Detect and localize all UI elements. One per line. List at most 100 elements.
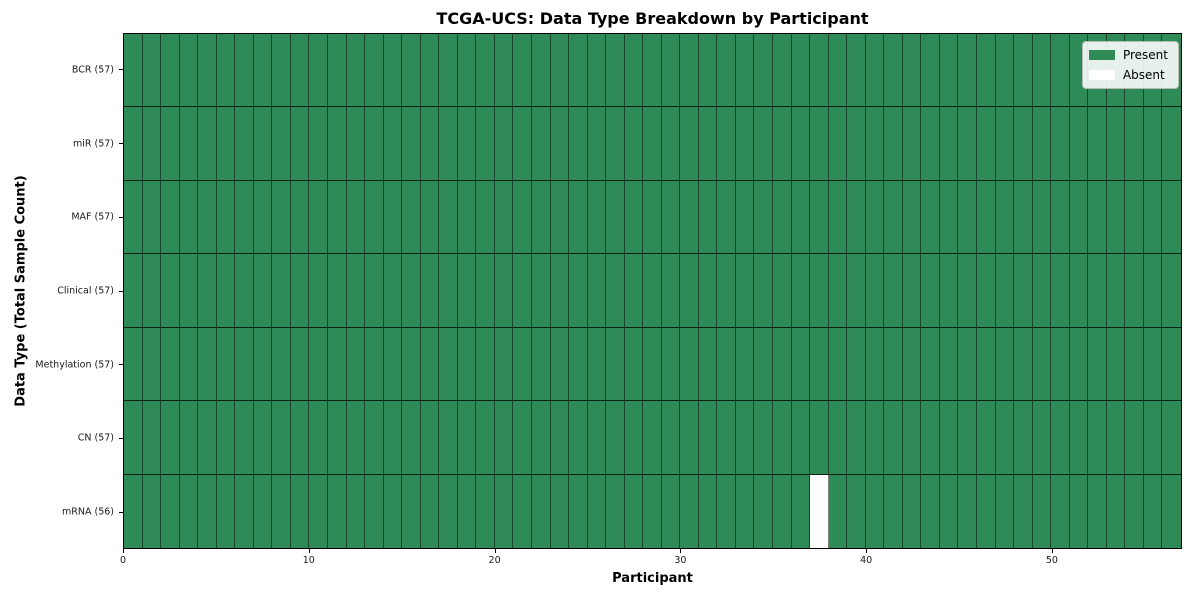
heatmap-cell	[1032, 180, 1052, 255]
heatmap-cell	[698, 401, 718, 475]
heatmap-cell	[253, 180, 273, 255]
heatmap-cell	[1088, 401, 1107, 475]
heatmap-cell	[327, 107, 347, 181]
heatmap-cell	[865, 327, 885, 402]
heatmap-cell	[754, 254, 774, 328]
heatmap-cell	[272, 254, 291, 328]
heatmap-cell	[439, 107, 458, 181]
heatmap-cell	[161, 180, 180, 255]
heatmap-cell	[550, 401, 570, 475]
heatmap-cell	[513, 327, 532, 402]
heatmap-cell	[624, 401, 644, 475]
heatmap-cell	[309, 107, 328, 181]
heatmap-cell	[1125, 107, 1144, 181]
heatmap-cell	[754, 327, 774, 402]
y-tick-mark	[119, 143, 123, 145]
heatmap-cell	[847, 107, 866, 181]
heatmap-cell	[624, 180, 644, 255]
heatmap-cell	[124, 180, 143, 255]
heatmap-cell	[235, 34, 254, 108]
heatmap-cell	[643, 474, 662, 548]
heatmap-cell	[921, 180, 940, 255]
heatmap-cell	[569, 327, 588, 402]
heatmap-cell	[1143, 180, 1163, 255]
heatmap-cell	[884, 401, 903, 475]
heatmap-cell	[290, 327, 310, 402]
heatmap-cell	[124, 474, 143, 548]
heatmap-cell	[587, 107, 607, 181]
y-axis-ticks: BCR (57) miR (57) MAF (57) Clinical (57) Met…	[0, 33, 123, 549]
heatmap-cell	[420, 107, 440, 181]
heatmap-cell	[494, 254, 514, 328]
heatmap-cell	[847, 254, 866, 328]
y-tick-label: MAF (57)	[71, 211, 114, 223]
heatmap-cell	[698, 34, 718, 108]
heatmap-cell	[309, 254, 328, 328]
heatmap-cell	[420, 254, 440, 328]
heatmap-cell	[939, 180, 959, 255]
heatmap-cell	[939, 254, 959, 328]
heatmap-cell	[643, 180, 662, 255]
heatmap-cell	[272, 180, 291, 255]
heatmap-cell	[587, 401, 607, 475]
heatmap-cell	[216, 34, 236, 108]
heatmap-cell	[124, 107, 143, 181]
heatmap-cell	[179, 327, 199, 402]
heatmap-cell	[828, 327, 848, 402]
heatmap-cell	[439, 401, 458, 475]
x-tick-label: 0	[119, 555, 127, 566]
heatmap-cell	[1125, 474, 1144, 548]
heatmap-cell	[680, 401, 699, 475]
heatmap-cell	[365, 107, 384, 181]
heatmap-cell	[995, 180, 1015, 255]
heatmap-cell	[383, 34, 403, 108]
heatmap-cell	[1014, 254, 1033, 328]
heatmap-cell	[977, 474, 996, 548]
heatmap-cell	[643, 34, 662, 108]
heatmap-cell	[680, 327, 699, 402]
heatmap-cell	[309, 474, 328, 548]
heatmap-cell	[1125, 401, 1144, 475]
x-axis-ticks: 0 10 20 30 40 50	[119, 549, 1182, 571]
heatmap-cell	[235, 180, 254, 255]
heatmap-cell	[921, 327, 940, 402]
heatmap-cell	[142, 327, 162, 402]
heatmap-cell	[327, 180, 347, 255]
heatmap-cell	[754, 474, 774, 548]
x-tick-label: 30	[674, 555, 687, 566]
x-tick-label: 40	[860, 555, 873, 566]
heatmap-cell	[661, 34, 681, 108]
heatmap-cell	[198, 254, 217, 328]
heatmap-cell	[717, 254, 736, 328]
heatmap-cell	[272, 34, 291, 108]
heatmap-cell	[531, 254, 551, 328]
heatmap-cell	[1143, 254, 1163, 328]
heatmap-cell	[476, 254, 495, 328]
chart-title: TCGA-UCS: Data Type Breakdown by Partici…	[436, 9, 869, 28]
heatmap-cell	[587, 327, 607, 402]
heatmap-cell	[1088, 327, 1107, 402]
heatmap-cell	[179, 401, 199, 475]
heatmap-cell	[1051, 180, 1070, 255]
heatmap-cell	[902, 34, 922, 108]
heatmap-cell	[939, 34, 959, 108]
heatmap-cell	[569, 180, 588, 255]
heatmap-cell	[1162, 474, 1181, 548]
heatmap-cell	[1014, 107, 1033, 181]
heatmap-cell	[457, 107, 477, 181]
heatmap-cell	[142, 401, 162, 475]
heatmap-cell	[513, 180, 532, 255]
heatmap-cell	[1088, 254, 1107, 328]
heatmap-cell	[995, 474, 1015, 548]
heatmap-cell	[365, 327, 384, 402]
heatmap-cell	[1069, 401, 1089, 475]
x-axis-label: Participant	[612, 571, 693, 586]
heatmap-cell	[606, 180, 625, 255]
heatmap-cell	[550, 474, 570, 548]
heatmap-cell	[420, 180, 440, 255]
heatmap-cell	[643, 254, 662, 328]
heatmap-cell	[624, 474, 644, 548]
heatmap-cell	[977, 180, 996, 255]
heatmap-cell	[1032, 254, 1052, 328]
heatmap-cell	[810, 401, 829, 475]
